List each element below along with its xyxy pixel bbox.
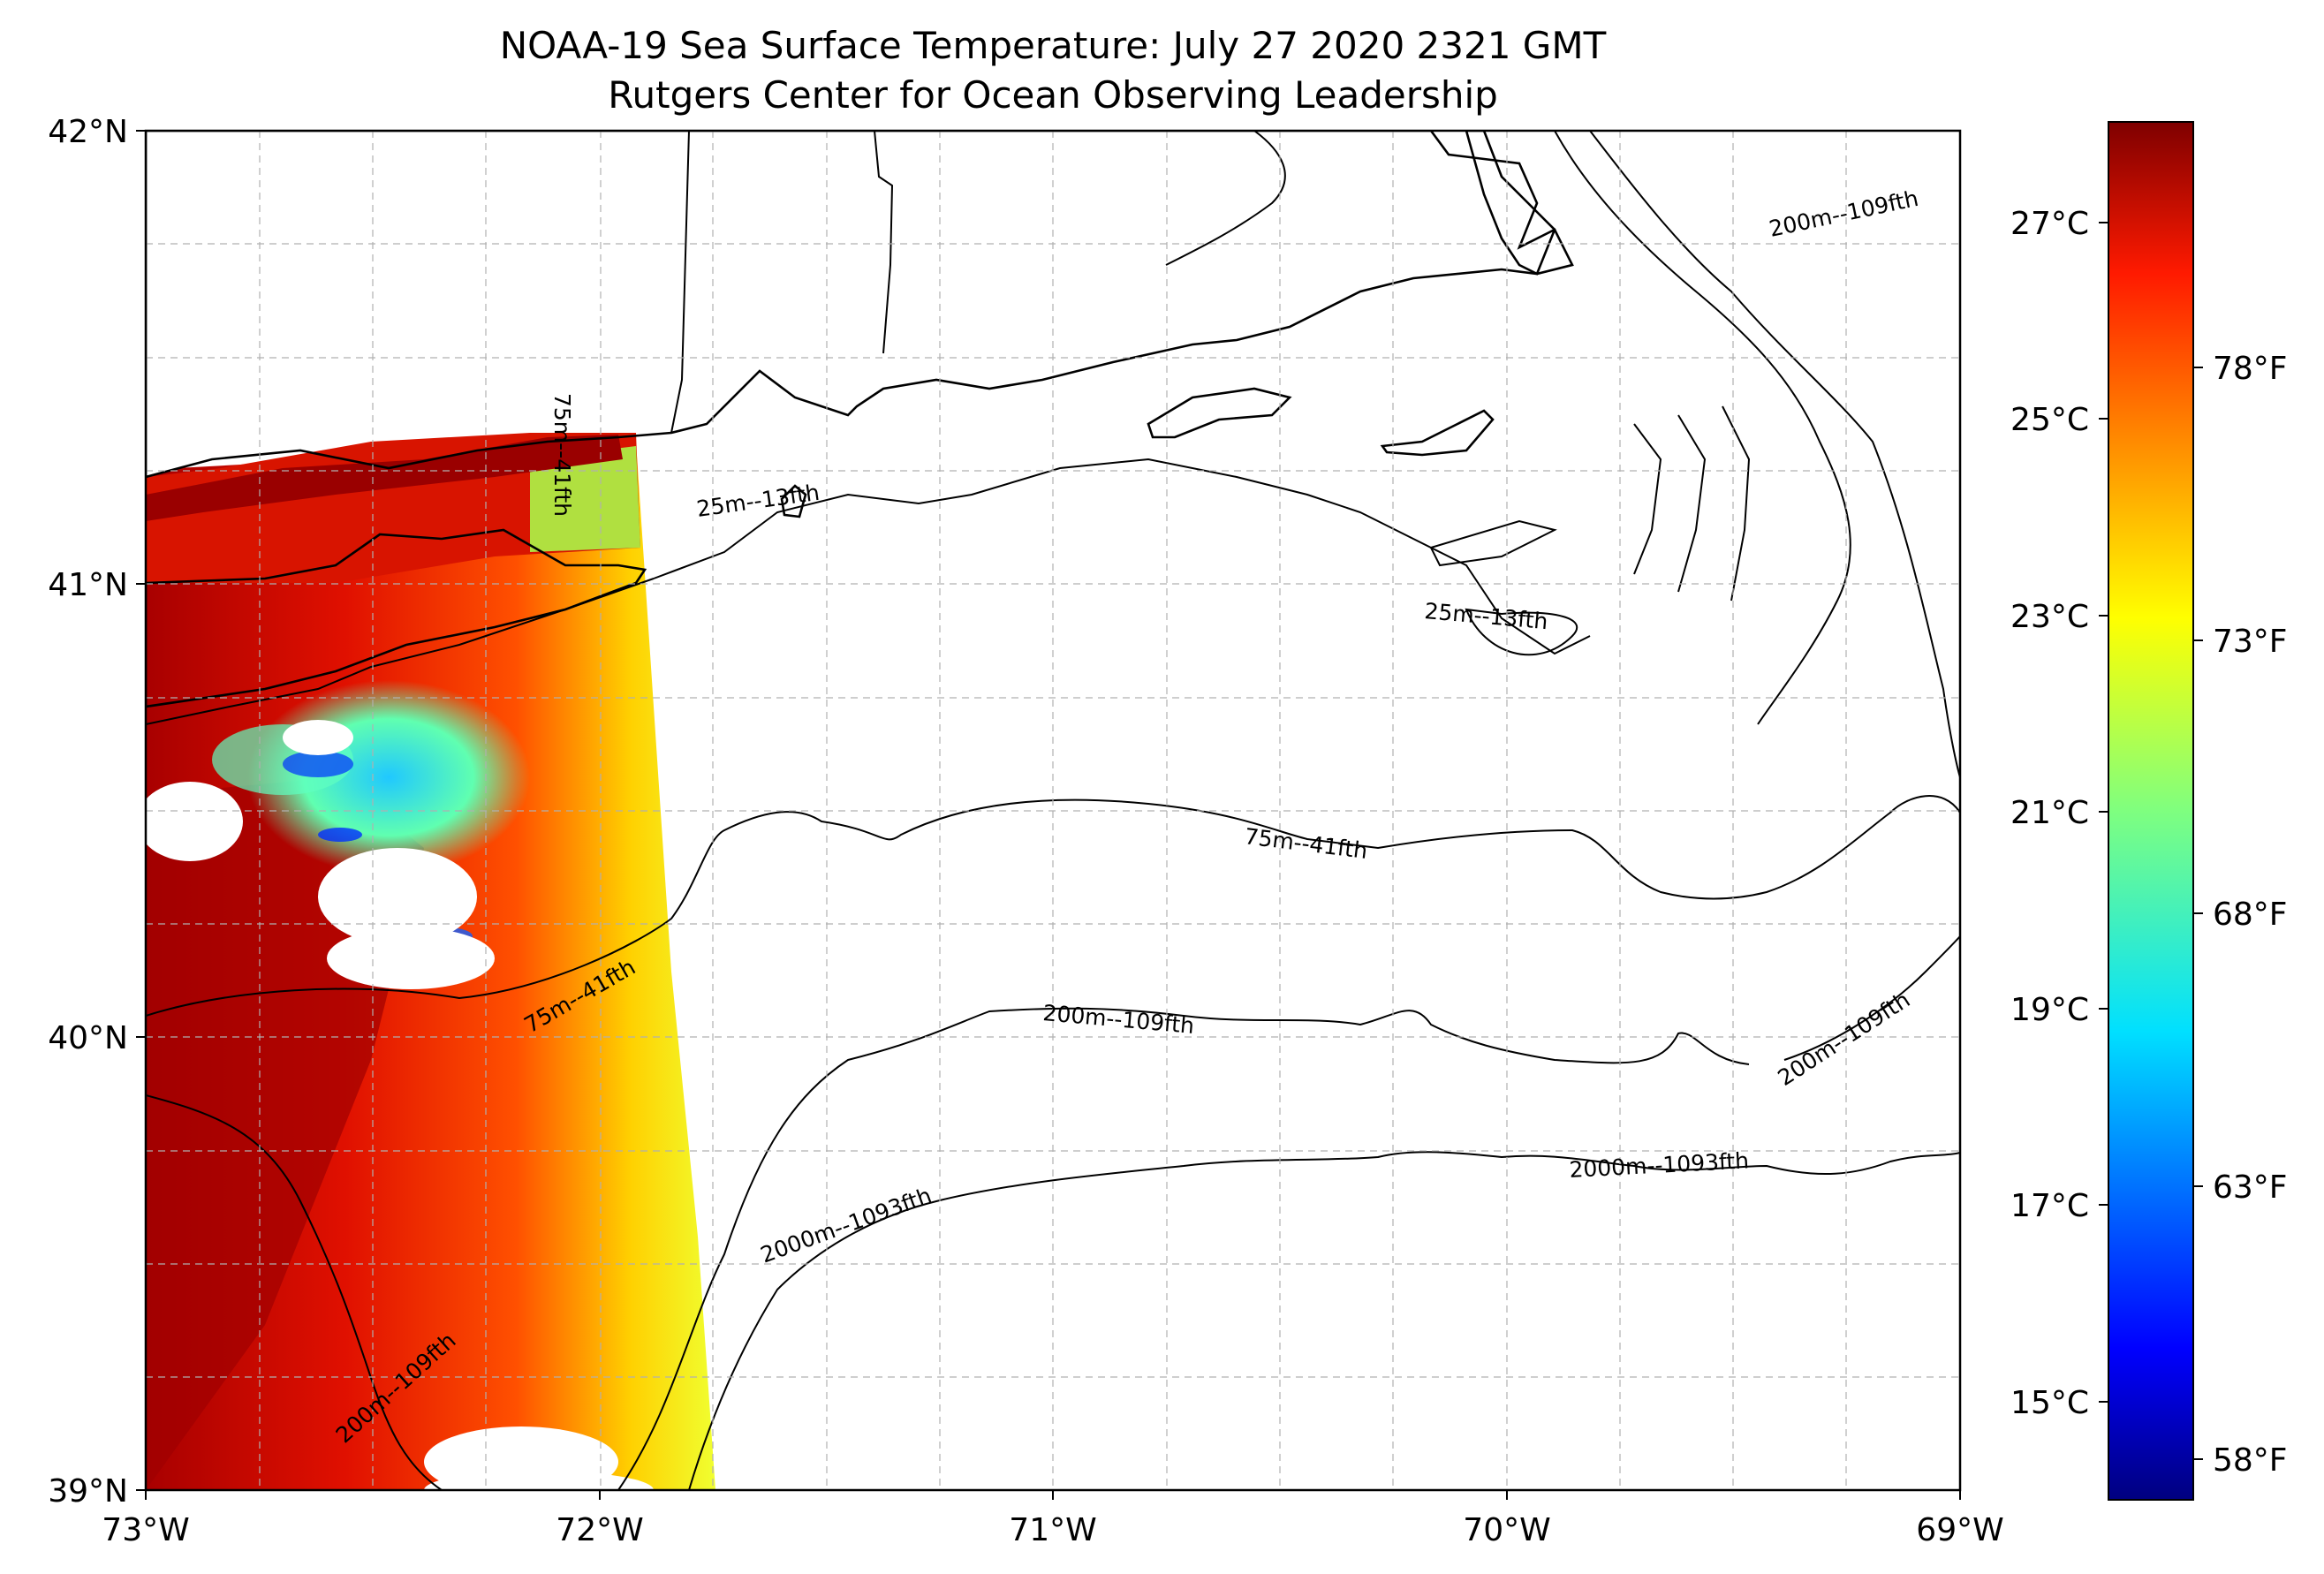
colorbar-fahrenheit-label: 78°F — [2213, 351, 2288, 387]
shoreline-outlines — [146, 131, 1960, 778]
cape-cod — [1465, 131, 1556, 276]
colorbar-fahrenheit-label: 58°F — [2213, 1442, 2288, 1479]
marthas-vineyard — [1147, 387, 1292, 439]
colorbar-celsius-label: 17°C — [2010, 1188, 2089, 1224]
colorbar-celsius-label: 23°C — [2010, 599, 2089, 635]
lon-tick-label: 71°W — [1009, 1512, 1096, 1548]
colorbar-fahrenheit-label: 73°F — [2213, 624, 2288, 660]
graticule — [146, 131, 1960, 1490]
colorbar-celsius-label: 21°C — [2010, 795, 2089, 831]
isobath-2000m — [688, 1151, 1960, 1490]
title-line-1: NOAA-19 Sea Surface Temperature: July 27… — [500, 24, 1607, 67]
colorbar-fahrenheit-label: 63°F — [2213, 1169, 2288, 1206]
isobath-200m-offshore — [617, 1007, 1750, 1490]
lat-tick-label: 41°N — [48, 567, 128, 603]
contour-label: 75m--41fth — [549, 393, 575, 517]
colorbar-celsius-label: 19°C — [2010, 992, 2089, 1028]
colorbar-gradient — [2108, 121, 2194, 1501]
map-plot-area: 200m--109fth 25m--13fth 25m--13fth 75m--… — [146, 131, 1960, 1490]
isobath-75m — [146, 795, 1960, 1017]
lon-axis: 73°W 72°W 71°W 70°W 69°W — [102, 1490, 2004, 1548]
isobath-200m — [146, 1094, 443, 1490]
title-line-2: Rutgers Center for Ocean Observing Leade… — [608, 73, 1498, 117]
lon-tick-label: 72°W — [556, 1512, 643, 1548]
land — [146, 131, 1574, 708]
lat-tick-label: 42°N — [48, 114, 128, 150]
lat-tick-label: 39°N — [48, 1473, 128, 1510]
long-island — [146, 528, 647, 708]
lon-tick-label: 70°W — [1463, 1512, 1550, 1548]
colorbar-celsius-label: 15°C — [2010, 1385, 2089, 1421]
lon-tick-label: 69°W — [1916, 1512, 2003, 1548]
lon-tick-label: 73°W — [102, 1512, 189, 1548]
colorbar-celsius-axis: 27°C 25°C 23°C 21°C 19°C 17°C 15°C — [2010, 206, 2108, 1421]
colorbar: 27°C 25°C 23°C 21°C 19°C 17°C 15°C 78°F … — [2010, 121, 2288, 1501]
colorbar-celsius-label: 25°C — [2010, 402, 2089, 438]
colorbar-fahrenheit-axis: 78°F 73°F 68°F 63°F 58°F — [2193, 351, 2288, 1479]
lat-axis: 42°N 41°N 40°N 39°N — [48, 114, 146, 1510]
colorbar-celsius-label: 27°C — [2010, 206, 2089, 242]
new-england-mainland — [146, 131, 1574, 479]
nantucket — [1380, 409, 1495, 457]
isobaths — [146, 795, 1960, 1490]
lat-tick-label: 40°N — [48, 1020, 128, 1056]
colorbar-fahrenheit-label: 68°F — [2213, 897, 2288, 933]
